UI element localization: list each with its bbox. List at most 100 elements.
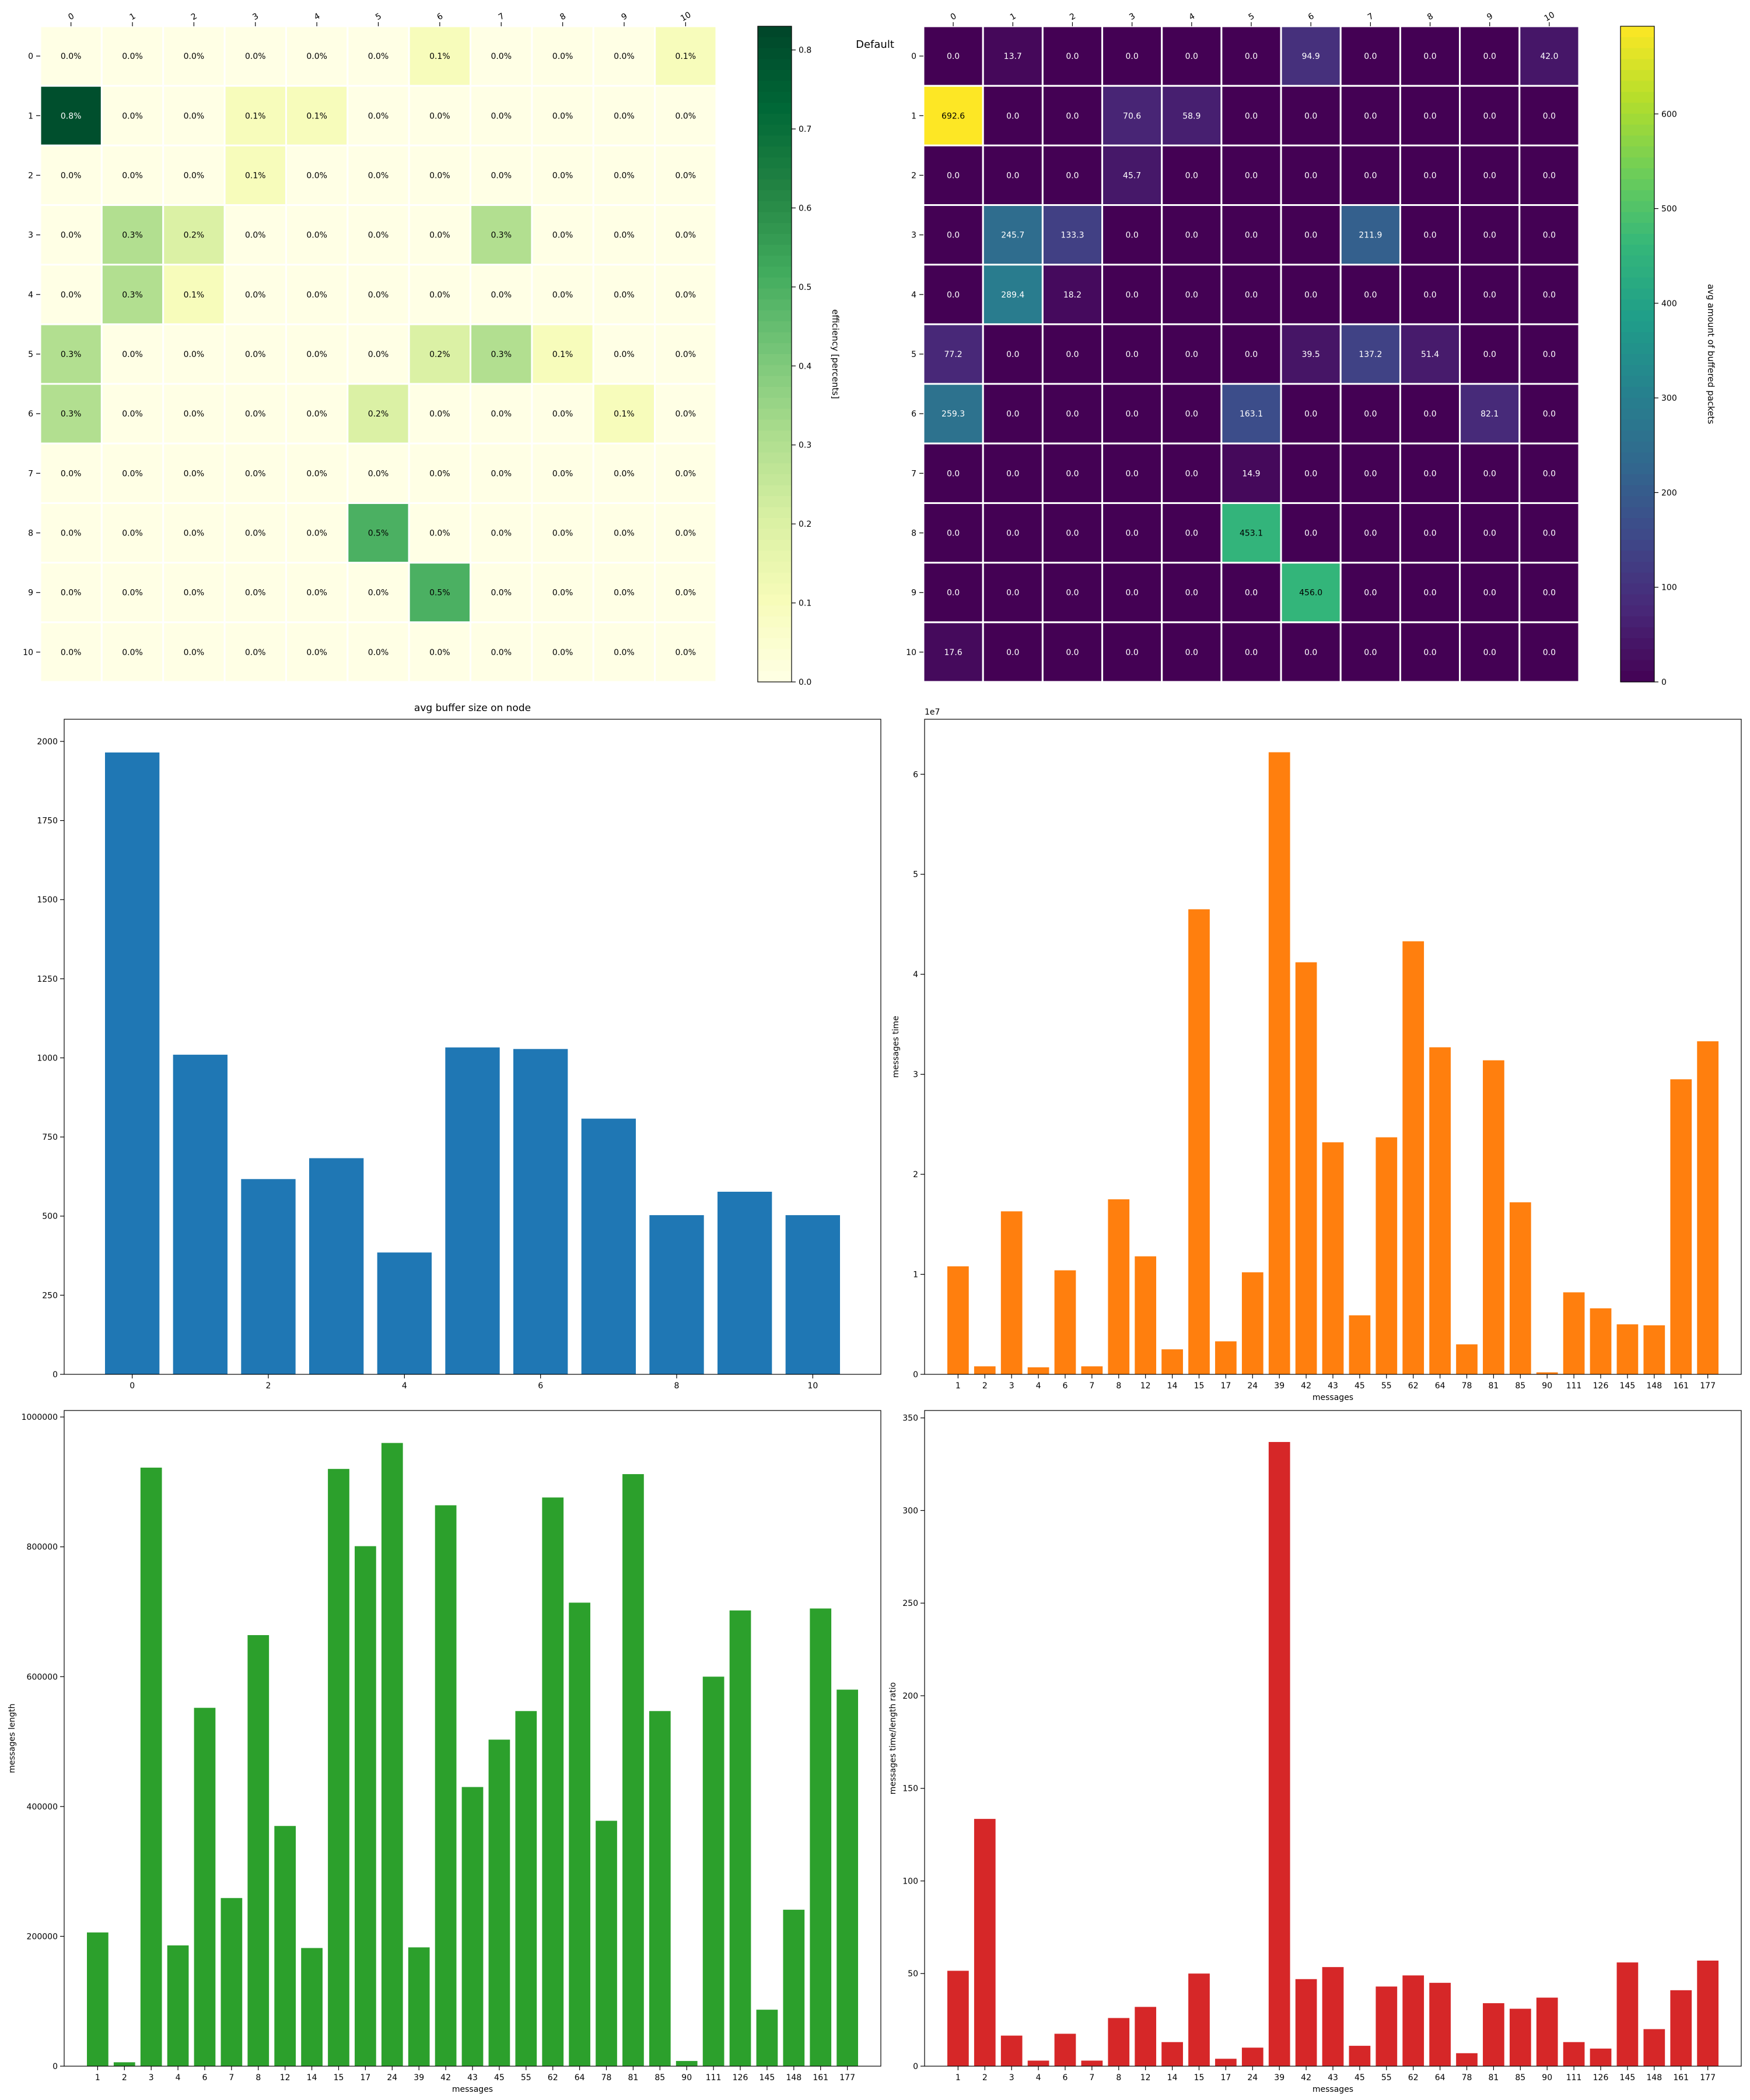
cell-label: 0.0 bbox=[1364, 529, 1377, 538]
y-tick-label: 100 bbox=[902, 1877, 918, 1886]
heatmap-cell bbox=[162, 502, 226, 564]
x-tick-label: 145 bbox=[760, 2073, 775, 2082]
heatmap-cell bbox=[1041, 323, 1104, 385]
cell-label: 0.0% bbox=[491, 529, 512, 538]
colorbar-segment bbox=[758, 26, 792, 38]
cell-label: 0.0% bbox=[122, 350, 143, 359]
heatmap-cell bbox=[1339, 144, 1401, 206]
heatmap-cell bbox=[1339, 264, 1401, 326]
x-tick-label: 15 bbox=[334, 2073, 344, 2082]
cell-label: 0.0% bbox=[122, 589, 143, 598]
cell-label: 0.0% bbox=[184, 350, 205, 359]
y-tick-label: 1000000 bbox=[22, 1413, 58, 1422]
colorbar-segment bbox=[1620, 419, 1654, 431]
cell-label: 82.1 bbox=[1480, 410, 1499, 419]
colorbar-segment bbox=[758, 244, 792, 256]
y-tick-label: 50 bbox=[908, 1969, 918, 1979]
heatmap-cell bbox=[654, 383, 718, 444]
colorbar-tick-label: 0.3 bbox=[799, 441, 811, 450]
heatmap-cell bbox=[470, 85, 533, 146]
heatmap-cell bbox=[408, 502, 472, 564]
heatmap-cell bbox=[1041, 264, 1104, 326]
colorbar-segment bbox=[1620, 223, 1654, 235]
y-axis-label: messages length bbox=[8, 1703, 17, 1773]
x-tick-label: 15 bbox=[1194, 1381, 1205, 1391]
cell-label: 0.0% bbox=[306, 290, 327, 300]
cell-label: 0.0% bbox=[676, 410, 696, 419]
heatmap-cell bbox=[592, 25, 656, 87]
cell-label: 51.4 bbox=[1421, 350, 1439, 359]
x-tick-label: 45 bbox=[494, 2073, 505, 2082]
colorbar-segment bbox=[758, 277, 792, 289]
y-tick-label: 250 bbox=[902, 1599, 918, 1608]
bar bbox=[1697, 1041, 1718, 1374]
x-tick-label: 3 bbox=[1009, 2073, 1014, 2082]
cell-label: 0.0 bbox=[947, 589, 960, 598]
heatmap-cell bbox=[223, 323, 287, 385]
cell-label: 0.0% bbox=[552, 469, 573, 478]
x-tick-label: 2 bbox=[1068, 12, 1077, 22]
y-tick-label: 1500 bbox=[37, 895, 58, 905]
cell-label: 0.0 bbox=[1066, 648, 1079, 657]
heatmap-cell bbox=[1518, 25, 1580, 87]
heatmap-cell bbox=[1280, 264, 1342, 326]
cell-label: 0.0 bbox=[1543, 111, 1556, 121]
heatmap-cell bbox=[470, 442, 533, 504]
bar bbox=[1643, 2029, 1665, 2066]
heatmap-cell bbox=[223, 264, 287, 326]
x-tick-label: 78 bbox=[1462, 1381, 1472, 1391]
x-tick-label: 2 bbox=[190, 12, 199, 22]
cell-label: 0.0% bbox=[184, 648, 205, 657]
heatmap-cell bbox=[654, 85, 718, 146]
y-tick-label: 500 bbox=[42, 1212, 58, 1222]
colorbar-label: avg amount of buffered packets bbox=[1706, 284, 1716, 424]
colorbar-segment bbox=[758, 354, 792, 366]
heatmap-cell bbox=[285, 85, 349, 146]
x-tick-label: 39 bbox=[414, 2073, 424, 2082]
colorbar-tick-label: 0.0 bbox=[799, 678, 811, 687]
cell-label: 0.0 bbox=[1245, 231, 1258, 240]
chart-title: avg buffer size on node bbox=[414, 702, 531, 714]
cell-label: 0.0 bbox=[1483, 350, 1496, 359]
heatmap-cell bbox=[1280, 383, 1342, 444]
cell-label: 0.0 bbox=[1185, 410, 1198, 419]
colorbar-segment bbox=[758, 594, 792, 606]
heatmap-cell bbox=[592, 621, 656, 683]
x-tick-label: 0 bbox=[66, 12, 76, 22]
y-tick-label: 4 bbox=[913, 970, 918, 979]
colorbar-segment bbox=[1620, 256, 1654, 267]
heatmap-cell bbox=[1101, 144, 1163, 206]
colorbar-segment bbox=[1620, 233, 1654, 246]
cell-label: 0.0% bbox=[429, 410, 450, 419]
bar bbox=[1241, 2048, 1264, 2066]
heatmap-cell bbox=[346, 562, 410, 624]
cell-label: 0.0 bbox=[1483, 648, 1496, 657]
colorbar-tick-label: 0.5 bbox=[799, 283, 811, 292]
colorbar-tick-label: 0.2 bbox=[799, 520, 811, 529]
colorbar-segment bbox=[1620, 430, 1654, 442]
heatmap-cell bbox=[470, 621, 533, 683]
cell-label: 0.0 bbox=[1245, 589, 1258, 598]
bar bbox=[1376, 1986, 1398, 2066]
bar bbox=[461, 1787, 484, 2066]
bar bbox=[1241, 1272, 1264, 1374]
x-tick-label: 4 bbox=[313, 12, 322, 22]
heatmap-cell bbox=[346, 144, 410, 206]
heatmap-cell bbox=[408, 85, 472, 146]
x-tick-label: 15 bbox=[1194, 2073, 1205, 2082]
colorbar-segment bbox=[758, 387, 792, 398]
cell-label: 0.0 bbox=[1185, 52, 1198, 61]
colorbar-segment bbox=[1620, 26, 1654, 38]
heatmap-cell bbox=[1399, 144, 1461, 206]
cell-label: 0.0% bbox=[429, 231, 450, 240]
cell-label: 0.0 bbox=[1364, 111, 1377, 121]
x-tick-label: 81 bbox=[1488, 1381, 1499, 1391]
cell-label: 0.0% bbox=[552, 111, 573, 121]
cell-label: 0.1% bbox=[676, 52, 696, 61]
x-tick-label: 0 bbox=[949, 12, 958, 22]
cell-label: 0.0 bbox=[1245, 290, 1258, 300]
heatmap-cell bbox=[346, 323, 410, 385]
bar bbox=[1670, 1079, 1692, 1374]
heatmap-cell bbox=[982, 264, 1044, 326]
cell-label: 0.0% bbox=[614, 231, 635, 240]
